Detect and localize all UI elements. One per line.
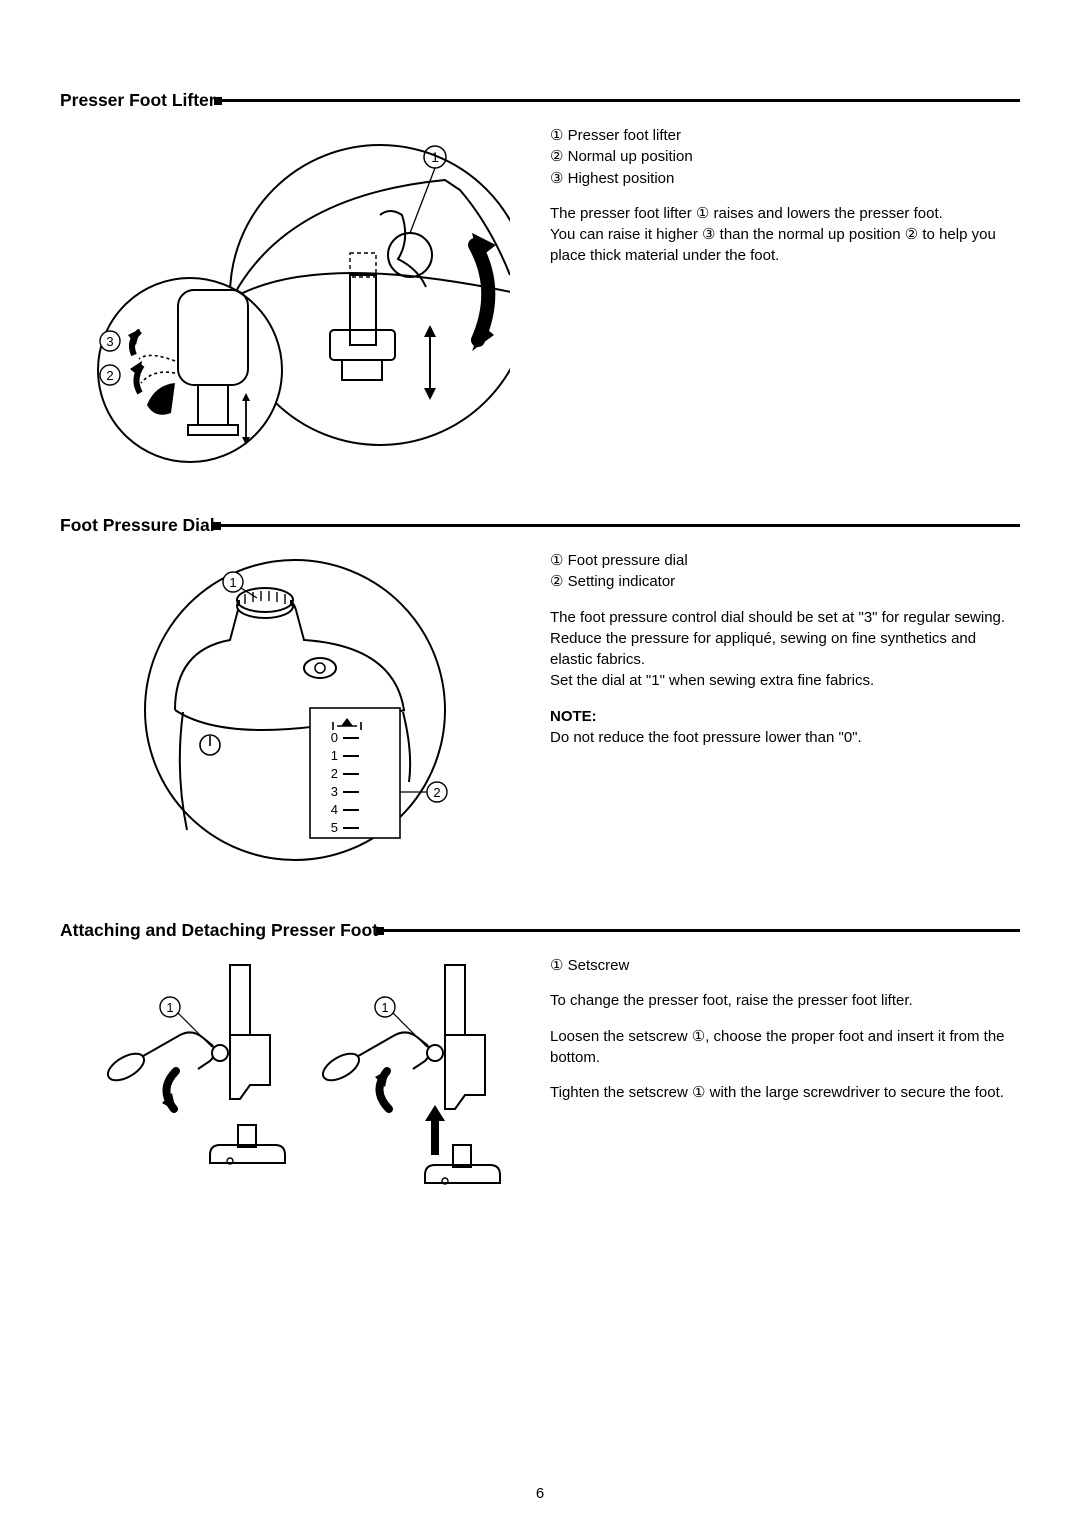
section-rule: [222, 99, 1020, 102]
section-title: Attaching and Detaching Presser Foot: [60, 920, 378, 941]
note-body: Do not reduce the foot pressure lower th…: [550, 729, 862, 746]
callout-legend: ① Setscrew: [550, 955, 1020, 976]
body-paragraph: Tighten the setscrew ① with the large sc…: [550, 1082, 1020, 1103]
body-paragraph: To change the presser foot, raise the pr…: [550, 990, 1020, 1011]
svg-text:2: 2: [331, 766, 338, 781]
section-rule: [221, 524, 1020, 527]
svg-text:1: 1: [229, 575, 236, 590]
callout-legend: ① Presser foot lifter ② Normal up positi…: [550, 125, 1020, 189]
body-paragraph: The presser foot lifter ① raises and low…: [550, 203, 1020, 267]
note-block: NOTE: Do not reduce the foot pressure lo…: [550, 706, 1020, 749]
svg-text:1: 1: [381, 1000, 388, 1015]
section-presser-foot-lifter: Presser Foot Lifter: [60, 90, 1020, 465]
svg-text:5: 5: [331, 820, 338, 835]
section-header: Foot Pressure Dial: [60, 515, 1020, 536]
manual-page: Presser Foot Lifter: [0, 0, 1080, 1528]
figure-presser-foot-lifter: 1: [60, 125, 530, 465]
page-number: 6: [0, 1485, 1080, 1502]
callout-legend: ① Foot pressure dial ② Setting indicator: [550, 550, 1020, 593]
body-paragraph: The foot pressure control dial should be…: [550, 607, 1020, 692]
text-column: ① Presser foot lifter ② Normal up positi…: [530, 125, 1020, 281]
svg-text:4: 4: [331, 802, 338, 817]
svg-text:1: 1: [331, 748, 338, 763]
section-header: Attaching and Detaching Presser Foot: [60, 920, 1020, 941]
section-title: Presser Foot Lifter: [60, 90, 216, 111]
svg-text:0: 0: [331, 730, 338, 745]
section-header: Presser Foot Lifter: [60, 90, 1020, 111]
text-column: ① Foot pressure dial ② Setting indicator…: [530, 550, 1020, 748]
section-title: Foot Pressure Dial: [60, 515, 215, 536]
section-attaching-foot: Attaching and Detaching Presser Foot: [60, 920, 1020, 1215]
section-rule: [384, 929, 1020, 932]
figure-foot-pressure-dial: 0 1 2 3 4 5 1 2: [60, 550, 530, 870]
svg-text:3: 3: [331, 784, 338, 799]
body-paragraph: Loosen the setscrew ①, choose the proper…: [550, 1026, 1020, 1069]
section-foot-pressure-dial: Foot Pressure Dial: [60, 515, 1020, 870]
legend-item: ① Presser foot lifter: [550, 125, 1020, 146]
text-column: ① Setscrew To change the presser foot, r…: [530, 955, 1020, 1117]
legend-item: ① Foot pressure dial: [550, 550, 1020, 571]
svg-text:1: 1: [431, 149, 439, 165]
note-label: NOTE:: [550, 708, 597, 725]
legend-item: ② Setting indicator: [550, 571, 1020, 592]
figure-attaching-foot: 1: [60, 955, 530, 1215]
legend-item: ③ Highest position: [550, 168, 1020, 189]
svg-text:2: 2: [433, 785, 440, 800]
legend-item: ② Normal up position: [550, 146, 1020, 167]
svg-text:1: 1: [166, 1000, 173, 1015]
svg-text:2: 2: [106, 368, 113, 383]
svg-text:3: 3: [106, 334, 113, 349]
legend-item: ① Setscrew: [550, 955, 1020, 976]
